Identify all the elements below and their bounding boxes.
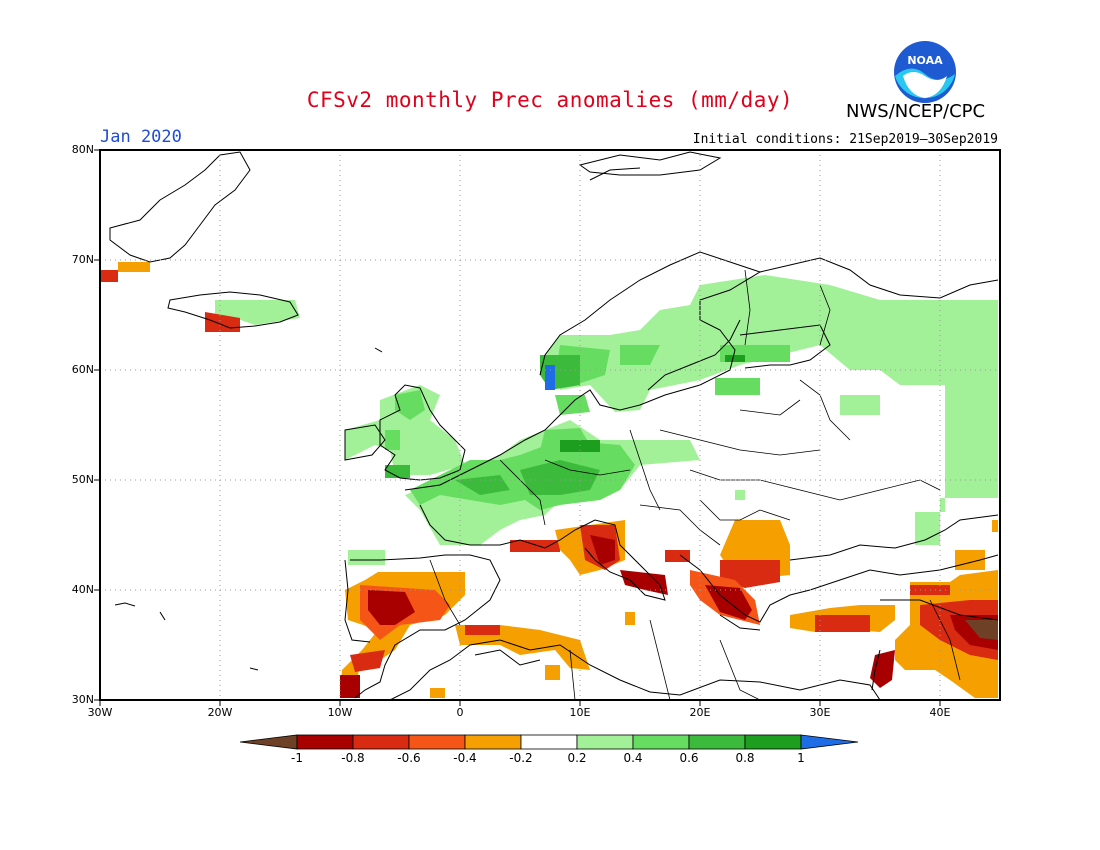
colorbar-cell [520, 734, 578, 750]
lat-label: 70N [71, 253, 94, 266]
colorbar-cell [408, 734, 466, 750]
noaa-logo-icon: NOAA [894, 41, 956, 103]
lat-label: 50N [71, 473, 94, 486]
colorbar-label: -0.4 [453, 751, 477, 765]
colorbar [239, 734, 859, 750]
lon-label: 40E [929, 706, 951, 719]
lon-label: 20W [207, 706, 233, 719]
org-label: NWS/NCEP/CPC [846, 101, 986, 122]
lon-label: 30W [87, 706, 113, 719]
map-frame [99, 149, 1001, 701]
lon-label: 10W [327, 706, 353, 719]
colorbar-label: -0.2 [509, 751, 533, 765]
forecast-month: Jan 2020 [100, 127, 182, 147]
colorbar-cell [352, 734, 410, 750]
lat-label: 80N [71, 143, 94, 156]
lon-label: 20E [689, 706, 711, 719]
colorbar-label: -1 [291, 751, 303, 765]
country-borders-layer [429, 269, 961, 700]
colorbar-high-arrow [800, 734, 859, 750]
lon-label: 10E [569, 706, 591, 719]
noaa-logo-text: NOAA [907, 54, 943, 67]
initial-conditions: Initial conditions: 21Sep2019–30Sep2019 [692, 132, 998, 147]
colorbar-label: 0.4 [623, 751, 643, 765]
colorbar-cell [632, 734, 690, 750]
lat-label: 30N [71, 693, 94, 706]
colorbar-label: 0.6 [679, 751, 699, 765]
colorbar-low-arrow [239, 734, 298, 750]
lat-label: 60N [71, 363, 94, 376]
colorbar-label: -0.6 [397, 751, 421, 765]
colorbar-label: 1 [797, 751, 805, 765]
dry-anomaly-layer [100, 262, 998, 698]
graticule [100, 150, 1000, 700]
colorbar-cell [296, 734, 354, 750]
lon-label: 30E [809, 706, 831, 719]
lon-label: 0 [456, 706, 464, 719]
colorbar-cell [576, 734, 634, 750]
colorbar-label: -0.8 [341, 751, 365, 765]
colorbar-cell [688, 734, 746, 750]
colorbar-label: 0.8 [735, 751, 755, 765]
colorbar-cell [744, 734, 802, 750]
colorbar-label: 0.2 [567, 751, 587, 765]
colorbar-cell [464, 734, 522, 750]
lat-label: 40N [71, 583, 94, 596]
wet-anomaly-layer [215, 275, 998, 565]
chart-title: CFSv2 monthly Prec anomalies (mm/day) [306, 88, 794, 112]
